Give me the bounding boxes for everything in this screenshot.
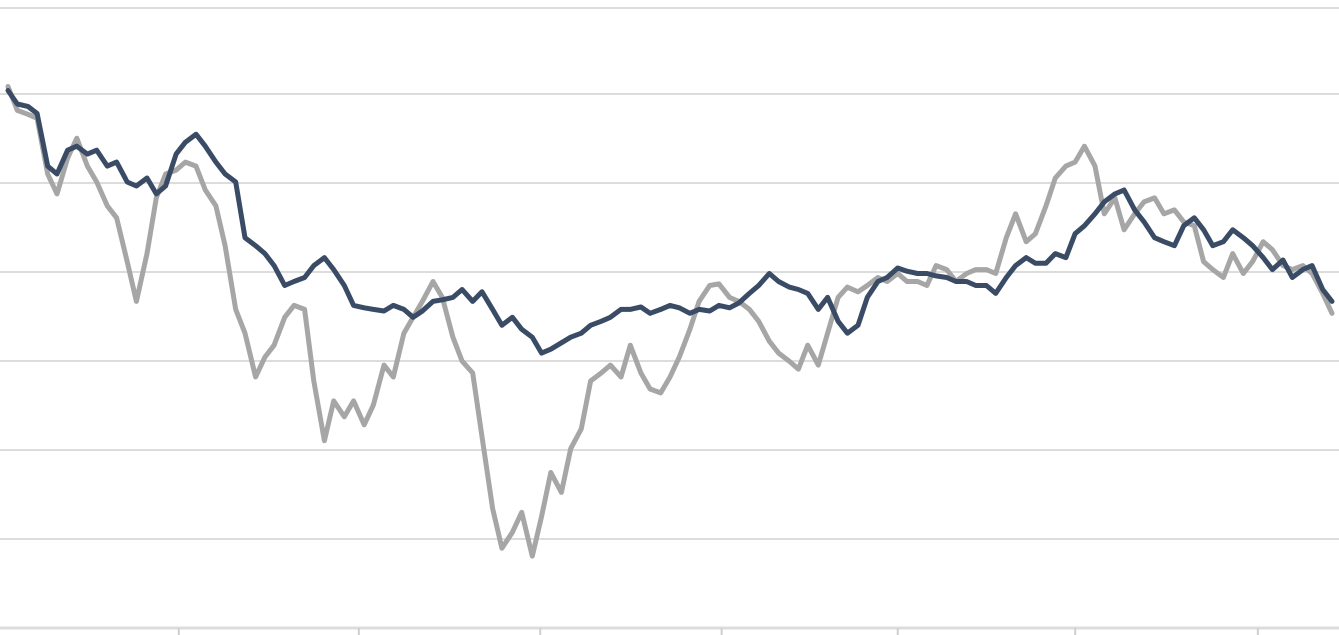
y-gridlines xyxy=(0,7,1339,630)
series-line xyxy=(5,88,1335,356)
series-line xyxy=(5,84,1335,559)
series-lines xyxy=(5,84,1335,559)
x-axis-ticks xyxy=(177,628,1259,635)
